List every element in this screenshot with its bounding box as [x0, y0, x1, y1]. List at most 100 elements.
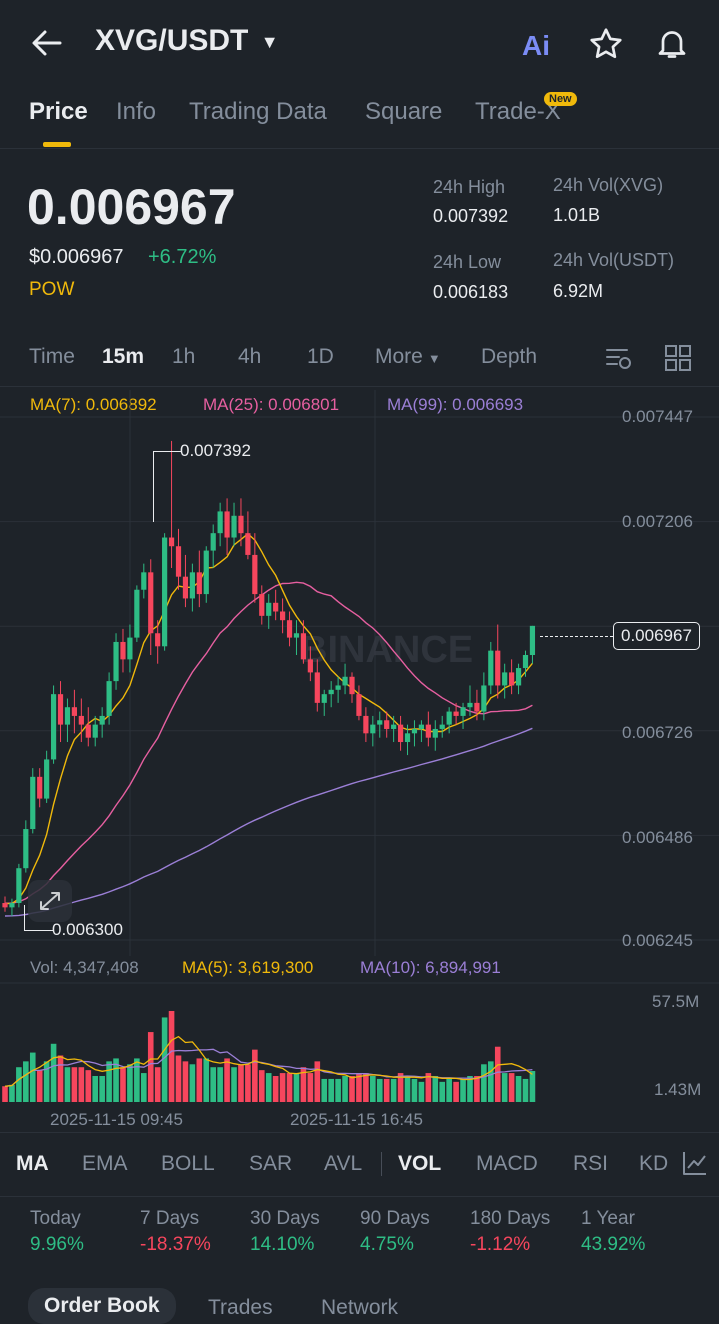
volume-bar [481, 1064, 487, 1102]
volume-bar [300, 1067, 307, 1102]
volume-bar [210, 1067, 216, 1102]
volume-bar [411, 1078, 418, 1102]
volume-bar [404, 1076, 411, 1102]
candle-body [314, 672, 320, 703]
tab-trades[interactable]: Trades [208, 1296, 273, 1319]
volume-bar [23, 1061, 29, 1102]
volume-bar [92, 1076, 99, 1102]
candle-body [189, 572, 195, 599]
volume-bar [9, 1084, 15, 1102]
candle-body [252, 554, 258, 595]
volume-bar [501, 1073, 508, 1102]
volume-bar [113, 1058, 119, 1102]
candle-body [425, 724, 431, 738]
tf-1d[interactable]: 1D [307, 345, 334, 368]
price-chart[interactable]: BINANCE [0, 390, 719, 956]
perf-label: Today [30, 1208, 81, 1229]
volume-bar [286, 1073, 293, 1102]
indicator-vol[interactable]: VOL [398, 1152, 442, 1175]
indicator-avl[interactable]: AVL [324, 1152, 363, 1175]
chart-settings-icon[interactable] [604, 343, 634, 378]
tf-1h[interactable]: 1h [172, 345, 196, 368]
candle-body [280, 611, 286, 621]
ma99-line [4, 727, 533, 917]
candle-body [321, 694, 327, 703]
indicator-ma[interactable]: MA [16, 1152, 49, 1175]
candle-body [210, 533, 216, 551]
indicator-sar[interactable]: SAR [249, 1152, 293, 1175]
volume-bar [460, 1078, 466, 1102]
price-change: +6.72% [148, 246, 217, 268]
tf-time[interactable]: Time [29, 345, 75, 368]
perf-value: 43.92% [581, 1234, 646, 1255]
volume-bar [29, 1052, 36, 1102]
candle-body [397, 724, 404, 743]
volume-bar [307, 1073, 314, 1102]
candle-body [356, 694, 362, 716]
candle-body [467, 702, 473, 708]
price-axis-label: 0.007206 [622, 512, 693, 531]
pair-title[interactable]: XVG/USDT ▼ [95, 24, 279, 58]
vol-ma5-line [4, 1035, 533, 1087]
volume-bar [383, 1078, 390, 1102]
ma7-legend: MA(7): 0.006892 [30, 395, 157, 414]
indicator-ema[interactable]: EMA [82, 1152, 128, 1175]
candle-body [404, 733, 411, 743]
tab-network[interactable]: Network [321, 1296, 399, 1319]
candle-body [134, 589, 140, 638]
volume-bar [363, 1073, 369, 1102]
perf-label: 30 Days [250, 1208, 320, 1229]
back-arrow-icon[interactable] [30, 28, 64, 58]
volume-bar [154, 1067, 161, 1102]
candle-body [474, 702, 480, 712]
divider [0, 1196, 719, 1197]
grid-layout-icon[interactable] [664, 344, 692, 377]
indicator-kd[interactable]: KD [639, 1152, 669, 1175]
indicator-rsi[interactable]: RSI [573, 1152, 609, 1175]
volume-bar [488, 1061, 494, 1102]
pow-tag[interactable]: POW [29, 279, 75, 300]
perf-value: -1.12% [470, 1234, 531, 1255]
volume-bar [203, 1058, 210, 1102]
candle-body [293, 633, 300, 638]
tf-4h[interactable]: 4h [238, 345, 262, 368]
volume-bar [342, 1076, 348, 1102]
volume-bar [321, 1078, 328, 1102]
candle-body [515, 668, 522, 686]
candle-body [432, 728, 438, 738]
candle-body [168, 537, 175, 547]
indicator-macd[interactable]: MACD [476, 1152, 538, 1175]
divider [0, 386, 719, 387]
candle-body [307, 659, 313, 673]
low-label: 24h Low [433, 252, 502, 272]
time-axis-label: 2025-11-15 09:45 [50, 1110, 183, 1129]
perf-value: 9.96% [30, 1234, 84, 1255]
indicator-boll[interactable]: BOLL [161, 1152, 215, 1175]
volume-bar [217, 1067, 223, 1102]
bell-icon[interactable] [654, 25, 690, 66]
candle-body [127, 637, 133, 660]
expand-chart-icon[interactable] [28, 880, 72, 922]
tab-price[interactable]: Price [29, 98, 88, 125]
indicator-settings-icon[interactable] [676, 1148, 719, 1180]
tf-more[interactable]: More ▼ [375, 345, 441, 368]
candle-body [99, 715, 105, 725]
ai-assistant-icon[interactable]: Ai [522, 30, 550, 61]
tab-info[interactable]: Info [116, 98, 157, 125]
volume-bar [418, 1081, 425, 1102]
tf-depth[interactable]: Depth [481, 345, 538, 368]
candle-body [50, 694, 57, 760]
divider [0, 148, 719, 149]
candle-body [453, 711, 459, 716]
tab-trading-data[interactable]: Trading Data [189, 98, 327, 125]
tf-15m[interactable]: 15m [102, 345, 145, 368]
volume-bar [252, 1049, 258, 1102]
candle-body [78, 715, 84, 725]
tab-square[interactable]: Square [365, 98, 443, 125]
tab-order-book[interactable]: Order Book [28, 1288, 176, 1324]
star-icon[interactable] [588, 26, 624, 67]
usd-price: $0.006967 [29, 246, 124, 268]
volume-bar [64, 1067, 71, 1102]
volume-chart[interactable] [0, 982, 719, 1104]
volume-bar [224, 1058, 230, 1102]
